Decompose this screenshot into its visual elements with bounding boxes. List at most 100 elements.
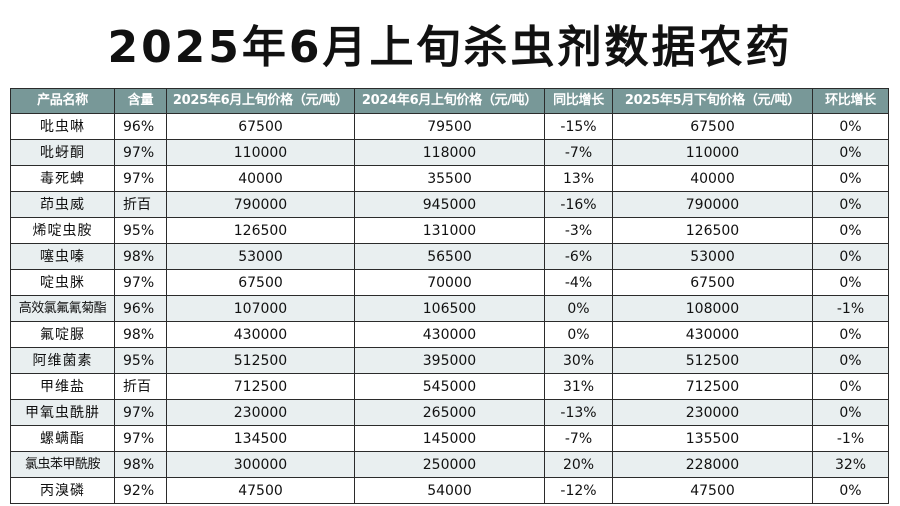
page-title: 2025年6月上旬杀虫剂数据农药 xyxy=(107,22,793,73)
cell-mom-growth: 32% xyxy=(812,451,889,478)
cell-yoy-growth: -7% xyxy=(544,425,613,452)
cell-product-name: 噻虫嗪 xyxy=(10,243,115,270)
cell-price-2025-may-late: 228000 xyxy=(612,451,813,478)
cell-price-2025-june-early: 47500 xyxy=(166,477,355,504)
cell-yoy-growth: 0% xyxy=(544,295,613,322)
cell-product-name: 螺螨酯 xyxy=(10,425,115,452)
cell-mom-growth: 0% xyxy=(812,217,889,244)
cell-price-2025-may-late: 67500 xyxy=(612,113,813,140)
cell-price-2025-may-late: 790000 xyxy=(612,191,813,218)
cell-price-2025-may-late: 430000 xyxy=(612,321,813,348)
cell-yoy-growth: 0% xyxy=(544,321,613,348)
cell-price-2025-may-late: 230000 xyxy=(612,399,813,426)
cell-price-2024-june-early: 79500 xyxy=(354,113,545,140)
cell-price-2024-june-early: 265000 xyxy=(354,399,545,426)
table-row: 氟啶脲 98% 430000 430000 0% 430000 0% xyxy=(10,321,889,348)
cell-price-2025-may-late: 47500 xyxy=(612,477,813,504)
header-price-2024-june-early: 2024年6月上旬价格（元/吨） xyxy=(354,88,545,114)
cell-price-2024-june-early: 118000 xyxy=(354,139,545,166)
cell-mom-growth: -1% xyxy=(812,295,889,322)
cell-mom-growth: 0% xyxy=(812,139,889,166)
cell-price-2025-june-early: 790000 xyxy=(166,191,355,218)
cell-price-2025-may-late: 53000 xyxy=(612,243,813,270)
cell-product-name: 吡虫啉 xyxy=(10,113,115,140)
cell-yoy-growth: -15% xyxy=(544,113,613,140)
table-row: 啶虫脒 97% 67500 70000 -4% 67500 0% xyxy=(10,269,889,296)
cell-mom-growth: 0% xyxy=(812,113,889,140)
cell-price-2024-june-early: 131000 xyxy=(354,217,545,244)
cell-content: 96% xyxy=(114,113,167,140)
cell-price-2024-june-early: 145000 xyxy=(354,425,545,452)
cell-yoy-growth: -4% xyxy=(544,269,613,296)
cell-content: 98% xyxy=(114,243,167,270)
cell-product-name: 毒死蜱 xyxy=(10,165,115,192)
cell-price-2025-june-early: 67500 xyxy=(166,269,355,296)
header-mom-growth: 环比增长 xyxy=(812,88,889,114)
cell-yoy-growth: -16% xyxy=(544,191,613,218)
cell-product-name: 氟啶脲 xyxy=(10,321,115,348)
cell-mom-growth: 0% xyxy=(812,191,889,218)
cell-price-2025-june-early: 230000 xyxy=(166,399,355,426)
cell-product-name: 甲氧虫酰肼 xyxy=(10,399,115,426)
cell-yoy-growth: 30% xyxy=(544,347,613,374)
cell-content: 97% xyxy=(114,399,167,426)
header-product-name: 产品名称 xyxy=(10,88,115,114)
table-row: 阿维菌素 95% 512500 395000 30% 512500 0% xyxy=(10,347,889,374)
header-price-2025-june-early: 2025年6月上旬价格（元/吨） xyxy=(166,88,355,114)
cell-price-2025-june-early: 430000 xyxy=(166,321,355,348)
cell-price-2024-june-early: 545000 xyxy=(354,373,545,400)
table-row: 吡虫啉 96% 67500 79500 -15% 67500 0% xyxy=(10,113,889,140)
cell-content: 95% xyxy=(114,347,167,374)
table-row: 丙溴磷 92% 47500 54000 -12% 47500 0% xyxy=(10,477,889,504)
cell-content: 97% xyxy=(114,165,167,192)
cell-yoy-growth: 13% xyxy=(544,165,613,192)
cell-mom-growth: 0% xyxy=(812,399,889,426)
cell-content: 97% xyxy=(114,425,167,452)
cell-price-2025-june-early: 512500 xyxy=(166,347,355,374)
table-row: 氯虫苯甲酰胺 98% 300000 250000 20% 228000 32% xyxy=(10,451,889,478)
cell-product-name: 阿维菌素 xyxy=(10,347,115,374)
cell-content: 97% xyxy=(114,269,167,296)
cell-content: 97% xyxy=(114,139,167,166)
cell-price-2024-june-early: 70000 xyxy=(354,269,545,296)
cell-yoy-growth: -3% xyxy=(544,217,613,244)
table-row: 螺螨酯 97% 134500 145000 -7% 135500 -1% xyxy=(10,425,889,452)
cell-price-2025-june-early: 134500 xyxy=(166,425,355,452)
table-row: 噻虫嗪 98% 53000 56500 -6% 53000 0% xyxy=(10,243,889,270)
cell-price-2024-june-early: 106500 xyxy=(354,295,545,322)
cell-price-2024-june-early: 945000 xyxy=(354,191,545,218)
table-row: 烯啶虫胺 95% 126500 131000 -3% 126500 0% xyxy=(10,217,889,244)
cell-price-2025-june-early: 67500 xyxy=(166,113,355,140)
cell-price-2024-june-early: 35500 xyxy=(354,165,545,192)
table-row: 茚虫威 折百 790000 945000 -16% 790000 0% xyxy=(10,191,889,218)
cell-mom-growth: -1% xyxy=(812,425,889,452)
cell-price-2025-may-late: 135500 xyxy=(612,425,813,452)
cell-price-2025-june-early: 126500 xyxy=(166,217,355,244)
table-row: 高效氯氟氰菊酯 96% 107000 106500 0% 108000 -1% xyxy=(10,295,889,322)
cell-product-name: 甲维盐 xyxy=(10,373,115,400)
cell-price-2025-june-early: 40000 xyxy=(166,165,355,192)
cell-mom-growth: 0% xyxy=(812,373,889,400)
cell-content: 98% xyxy=(114,321,167,348)
cell-yoy-growth: -6% xyxy=(544,243,613,270)
cell-content: 95% xyxy=(114,217,167,244)
cell-mom-growth: 0% xyxy=(812,477,889,504)
cell-price-2025-june-early: 107000 xyxy=(166,295,355,322)
cell-price-2025-may-late: 512500 xyxy=(612,347,813,374)
cell-yoy-growth: -7% xyxy=(544,139,613,166)
cell-price-2024-june-early: 395000 xyxy=(354,347,545,374)
cell-product-name: 茚虫威 xyxy=(10,191,115,218)
cell-mom-growth: 0% xyxy=(812,243,889,270)
cell-product-name: 高效氯氟氰菊酯 xyxy=(10,295,115,322)
cell-price-2025-june-early: 53000 xyxy=(166,243,355,270)
cell-product-name: 丙溴磷 xyxy=(10,477,115,504)
cell-mom-growth: 0% xyxy=(812,165,889,192)
table-row: 甲氧虫酰肼 97% 230000 265000 -13% 230000 0% xyxy=(10,399,889,426)
cell-content: 折百 xyxy=(114,191,167,218)
cell-content: 折百 xyxy=(114,373,167,400)
table-row: 吡蚜酮 97% 110000 118000 -7% 110000 0% xyxy=(10,139,889,166)
cell-content: 98% xyxy=(114,451,167,478)
cell-content: 92% xyxy=(114,477,167,504)
cell-yoy-growth: 31% xyxy=(544,373,613,400)
header-content: 含量 xyxy=(114,88,167,114)
